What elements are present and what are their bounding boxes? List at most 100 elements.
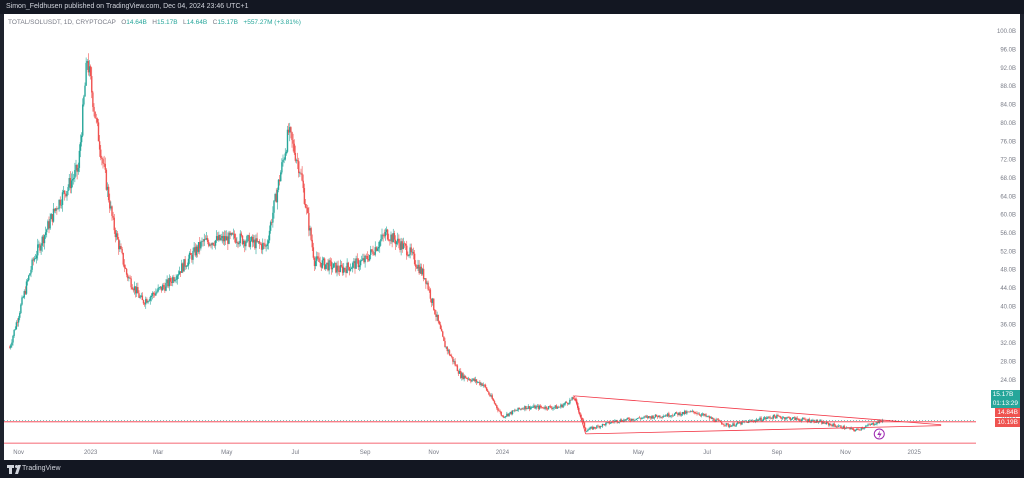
price-chart[interactable]: 100.0B 96.0B 92.0B 88.0B 84.0B 80.0B 76.0B 72.0… — [4, 14, 1020, 460]
candle-body — [460, 370, 462, 378]
candle-body — [173, 277, 175, 282]
candle-body — [386, 229, 389, 240]
candle-body — [14, 329, 16, 330]
footer-bar: TradingView — [0, 460, 1024, 478]
candle-body — [707, 416, 709, 417]
candle-body — [50, 214, 52, 220]
candle-body — [338, 270, 340, 272]
candle-body — [326, 262, 328, 265]
candle-body — [390, 234, 392, 241]
candle-body — [435, 314, 437, 317]
candle-body — [356, 258, 358, 260]
candle-body — [80, 135, 83, 143]
candle-body — [830, 424, 832, 425]
candle-body — [372, 250, 374, 255]
candle-body — [728, 425, 731, 427]
candle-body — [465, 378, 468, 379]
candle-body — [754, 420, 757, 422]
candle-body — [606, 422, 608, 423]
candle-body — [499, 411, 501, 412]
candle-body — [92, 92, 94, 107]
candle-body — [380, 239, 382, 242]
candle-body — [512, 410, 515, 412]
candle-body — [820, 420, 822, 422]
candle-body — [516, 410, 518, 411]
candle-body — [275, 194, 277, 203]
candle-body — [746, 421, 749, 423]
candle-body — [365, 255, 367, 257]
x-axis-tick-label: May — [633, 450, 644, 456]
candle-body — [853, 430, 856, 431]
candle-body — [161, 285, 164, 291]
y-axis-tick-label: 100.0B — [997, 29, 1016, 35]
candle-body — [712, 418, 714, 420]
candle-body — [142, 300, 145, 304]
candle-body — [299, 172, 301, 174]
candle-body — [58, 199, 60, 209]
low-label: L — [183, 19, 187, 26]
candle-body — [358, 265, 361, 268]
candle-body — [413, 253, 416, 265]
y-axis-tick-label: 40.0B — [1000, 304, 1016, 310]
candle-body — [10, 345, 12, 348]
candle-body — [826, 422, 829, 423]
candle-body — [734, 425, 736, 427]
candle-body — [124, 267, 127, 269]
candle-body — [65, 194, 67, 197]
candle-body — [587, 429, 589, 432]
candle-body — [437, 314, 439, 322]
candle-body — [419, 266, 421, 274]
candle-body — [346, 262, 348, 274]
candle-body — [634, 419, 636, 421]
candle-body — [110, 206, 112, 209]
candle-body — [231, 233, 234, 235]
candle-body — [770, 417, 772, 419]
candle-body — [174, 279, 176, 282]
candle-body — [851, 427, 853, 429]
candle-body — [559, 406, 561, 408]
candle-body — [224, 236, 227, 241]
candle-body — [160, 286, 163, 291]
candle-body — [857, 428, 859, 430]
candle-body — [678, 412, 680, 416]
tradingview-logo-icon — [7, 465, 21, 474]
candle-body — [438, 321, 441, 325]
candle-body — [323, 258, 326, 269]
candle-body — [718, 420, 721, 421]
candle-body — [400, 241, 402, 250]
candle-body — [875, 423, 877, 425]
candle-body — [269, 222, 272, 231]
low-value: 14.64B — [186, 19, 208, 26]
x-axis-tick-label: Nov — [840, 450, 851, 456]
candle-body — [529, 407, 532, 410]
candle-body — [651, 415, 653, 419]
candle-body — [750, 420, 752, 422]
candle-body — [428, 289, 430, 291]
y-axis-tick-label: 44.0B — [1000, 286, 1016, 292]
candle-body — [569, 399, 571, 404]
candle-body — [60, 204, 63, 206]
candle-body — [77, 167, 79, 172]
candle-body — [525, 406, 527, 410]
candle-body — [668, 413, 670, 417]
candle-body — [709, 417, 712, 419]
trendline — [585, 425, 942, 435]
candle-body — [166, 279, 168, 283]
candle-body — [392, 233, 394, 243]
close-label: C — [212, 19, 218, 26]
y-axis-tick-label: 48.0B — [1000, 268, 1016, 274]
candle-body — [439, 324, 442, 329]
candle-body — [704, 414, 706, 416]
y-axis-tick-label: 64.0B — [1000, 194, 1016, 200]
candle-body — [687, 411, 689, 413]
candle-body — [384, 231, 387, 237]
candle-body — [632, 418, 634, 421]
candle-body — [373, 254, 375, 255]
candle-body — [102, 159, 104, 164]
candle-body — [282, 160, 284, 163]
candle-body — [797, 419, 799, 420]
candle-body — [679, 412, 681, 416]
candle-body — [827, 422, 830, 426]
candle-body — [134, 286, 137, 294]
candle-body — [310, 228, 312, 240]
